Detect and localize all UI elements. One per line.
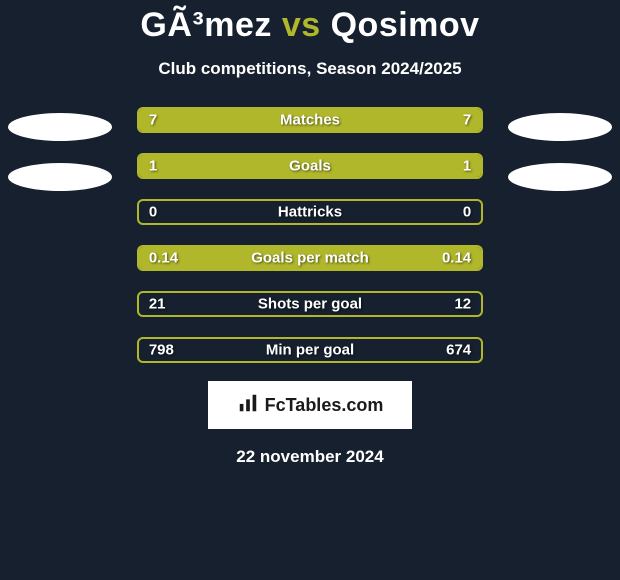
badge-placeholder <box>8 113 112 141</box>
stat-fill-left <box>139 155 310 177</box>
stat-row: 21 Shots per goal 12 <box>137 291 483 317</box>
vs-separator: vs <box>282 6 321 44</box>
stat-value-left: 0 <box>149 204 157 221</box>
snapshot-date: 22 november 2024 <box>0 447 620 467</box>
stat-label: Goals <box>289 158 331 175</box>
page-title: GÃ³mez vs Qosimov <box>0 6 620 45</box>
stat-value-left: 1 <box>149 158 157 175</box>
stat-bars: 7 Matches 7 1 Goals 1 0 Hattricks 0 0.14 Goals per… <box>137 107 483 363</box>
stat-value-left: 0.14 <box>149 250 178 267</box>
stat-row: 798 Min per goal 674 <box>137 337 483 363</box>
stat-value-right: 674 <box>446 342 471 359</box>
stat-row: 7 Matches 7 <box>137 107 483 133</box>
stat-value-right: 0 <box>463 204 471 221</box>
stat-fill-right <box>310 155 481 177</box>
player1-name: GÃ³mez <box>140 6 271 44</box>
stat-row: 1 Goals 1 <box>137 153 483 179</box>
stat-label: Matches <box>280 112 340 129</box>
subtitle: Club competitions, Season 2024/2025 <box>0 59 620 79</box>
stat-value-right: 0.14 <box>442 250 471 267</box>
right-badge-column <box>505 107 614 191</box>
left-badge-column <box>6 107 115 191</box>
stat-label: Min per goal <box>266 342 354 359</box>
stat-value-right: 1 <box>463 158 471 175</box>
stat-value-left: 7 <box>149 112 157 129</box>
badge-placeholder <box>8 163 112 191</box>
player2-name: Qosimov <box>331 6 480 44</box>
stat-label: Hattricks <box>278 204 342 221</box>
bar-chart-icon <box>237 392 259 419</box>
stat-label: Goals per match <box>251 250 369 267</box>
stat-row: 0.14 Goals per match 0.14 <box>137 245 483 271</box>
badge-placeholder <box>508 113 612 141</box>
stat-row: 0 Hattricks 0 <box>137 199 483 225</box>
logo-text: FcTables.com <box>265 395 384 416</box>
stat-value-left: 798 <box>149 342 174 359</box>
stat-value-left: 21 <box>149 296 166 313</box>
stat-value-right: 7 <box>463 112 471 129</box>
badge-placeholder <box>508 163 612 191</box>
comparison-body: 7 Matches 7 1 Goals 1 0 Hattricks 0 0.14 Goals per… <box>0 107 620 363</box>
comparison-card: GÃ³mez vs Qosimov Club competitions, Sea… <box>0 0 620 467</box>
stat-label: Shots per goal <box>258 296 362 313</box>
stat-value-right: 12 <box>454 296 471 313</box>
source-logo: FcTables.com <box>208 381 412 429</box>
